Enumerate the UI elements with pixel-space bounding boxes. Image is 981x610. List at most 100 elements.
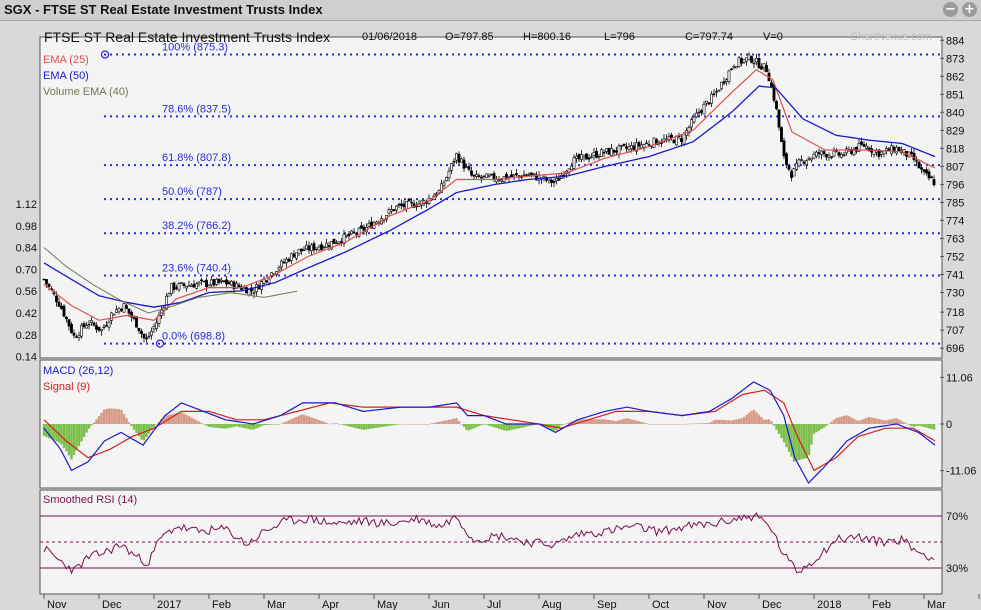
macd-histogram-bar	[335, 423, 338, 424]
candle-body	[125, 305, 128, 309]
macd-histogram-bar	[300, 414, 303, 424]
macd-histogram-bar	[315, 419, 318, 424]
macd-histogram-bar	[380, 424, 383, 428]
macd-histogram-bar	[807, 424, 811, 456]
candle-body	[820, 150, 823, 155]
candle-body	[267, 278, 271, 284]
candle-body	[787, 165, 791, 170]
macd-histogram-bar	[815, 424, 818, 433]
macd-histogram-bar	[742, 416, 746, 424]
macd-histogram-bar	[132, 424, 136, 430]
candle-body	[732, 66, 736, 68]
candle-body	[930, 176, 933, 179]
macd-histogram-bar	[97, 416, 101, 424]
macd-histogram-bar	[520, 424, 523, 428]
macd-histogram-bar	[160, 419, 163, 424]
price-tick-label: 730	[946, 287, 964, 299]
candle-body	[320, 244, 323, 250]
candle-body	[690, 119, 693, 128]
macd-histogram-bar	[255, 424, 258, 429]
macd-histogram-bar	[757, 414, 761, 424]
candle-body	[737, 57, 741, 67]
macd-histogram-bar	[435, 422, 438, 424]
macd-histogram-bar	[292, 417, 296, 424]
candle-body	[450, 163, 453, 171]
candle-body	[392, 209, 396, 212]
candle-body	[192, 283, 196, 288]
macd-histogram-bar	[57, 424, 61, 443]
macd-histogram-bar	[332, 423, 336, 424]
candle-body	[197, 281, 201, 285]
candle-body	[350, 230, 353, 235]
macd-histogram-bar	[905, 423, 908, 424]
candle-body	[797, 159, 801, 167]
macd-histogram-bar	[150, 424, 153, 431]
minus-circle-icon[interactable]: −	[943, 2, 958, 17]
rsi-tick-label: 30%	[946, 563, 968, 575]
macd-histogram-bar	[422, 424, 426, 425]
macd-histogram-bar	[877, 419, 881, 424]
candle-body	[467, 166, 471, 170]
ema25-line	[43, 69, 936, 321]
candle-body	[570, 165, 573, 170]
candle-body	[845, 148, 848, 154]
candle-body	[710, 93, 713, 104]
macd-histogram-bar	[630, 419, 633, 424]
macd-histogram-bar	[920, 424, 923, 427]
ema50-line	[43, 85, 936, 308]
candle-body	[112, 313, 116, 316]
time-tick-label: May	[377, 599, 398, 610]
candle-body	[455, 153, 458, 161]
candle-body	[702, 104, 706, 115]
candle-body	[137, 327, 141, 332]
macd-histogram-bar	[575, 419, 578, 424]
macd-histogram-bar	[440, 421, 443, 424]
macd-histogram-bar	[375, 424, 378, 428]
macd-histogram-bar	[80, 424, 83, 442]
macd-histogram-bar	[267, 424, 271, 425]
candle-body	[300, 248, 303, 252]
candle-body	[465, 166, 468, 168]
candle-body	[610, 148, 613, 156]
macd-histogram-bar	[915, 424, 918, 427]
candle-body	[210, 279, 213, 286]
time-axis: Nov Dec 2017 Feb Mar Apr May Jun Jul Aug Sep Oct Nov…	[43, 594, 980, 610]
legend-macd: MACD (26,12)	[43, 365, 113, 377]
macd-histogram-bar	[72, 424, 76, 455]
candle-body	[187, 284, 191, 287]
fib-label: 38.2% (766.2)	[162, 220, 231, 232]
time-tick-label: Feb	[212, 599, 231, 610]
macd-histogram-bar	[495, 424, 498, 429]
macd-histogram-bar	[350, 424, 353, 428]
candle-body	[827, 154, 831, 158]
macd-histogram-bar	[305, 415, 308, 424]
macd-histogram-bar	[752, 409, 756, 424]
candle-body	[582, 154, 586, 158]
price-tick-label: 785	[946, 197, 964, 209]
candle-body	[917, 161, 921, 169]
macd-histogram-bar	[882, 420, 886, 424]
stock-chart[interactable]: FTSE ST Real Estate Investment Trusts In…	[0, 21, 981, 610]
time-tick-label: Dec	[102, 599, 122, 610]
macd-histogram-bar	[805, 424, 808, 459]
macd-histogram-bar	[417, 424, 421, 425]
candle-body	[637, 142, 641, 147]
candle-body	[80, 324, 83, 337]
plus-circle-icon[interactable]: +	[962, 2, 977, 17]
macd-histogram-bar	[725, 420, 728, 424]
macd-histogram-bar	[412, 424, 416, 425]
macd-histogram-bar	[722, 420, 726, 424]
macd-histogram-bar	[477, 424, 481, 427]
candle-body	[587, 157, 591, 160]
macd-histogram-bar	[657, 424, 661, 425]
macd-histogram-bar	[487, 424, 491, 426]
candle-body	[235, 283, 238, 289]
candle-body	[477, 175, 481, 178]
candle-body	[632, 145, 636, 150]
macd-histogram-bar	[527, 424, 531, 427]
macd-histogram-bar	[270, 424, 273, 425]
macd-histogram-bar	[120, 410, 123, 424]
macd-histogram-bar	[625, 418, 628, 424]
macd-histogram-bar	[682, 423, 686, 425]
macd-histogram-bar	[405, 424, 408, 425]
